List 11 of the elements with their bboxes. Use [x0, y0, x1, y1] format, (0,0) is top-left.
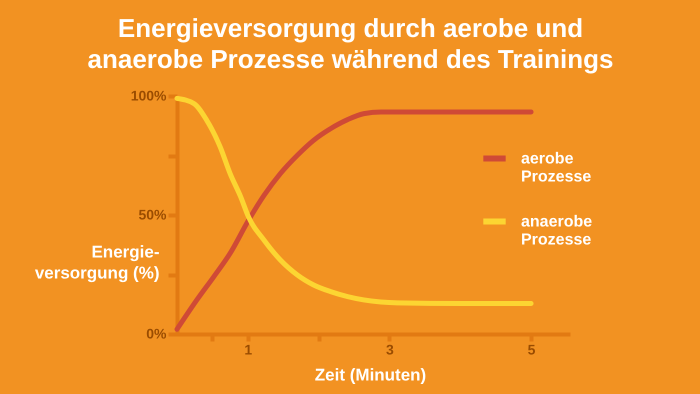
y-axis-title: Energie-versorgung (%) — [34, 242, 160, 282]
x-tick-label: 3 — [386, 342, 394, 358]
legend-label: aerobe Prozesse — [521, 150, 592, 186]
x-tick-label: 5 — [528, 342, 536, 358]
y-tick-label: 100% — [130, 88, 168, 104]
x-axis-title: Zeit (Minuten) — [314, 366, 426, 384]
y-tick-label: 0% — [146, 326, 168, 342]
x-tick-label: 1 — [244, 342, 252, 358]
y-tick-label: 50% — [138, 206, 168, 222]
legend-label: anaerobe Prozesse — [521, 214, 592, 248]
chart-title: Energieversorgung durch aerobe und anaerobe Prozesse während des Trainings — [88, 13, 614, 74]
